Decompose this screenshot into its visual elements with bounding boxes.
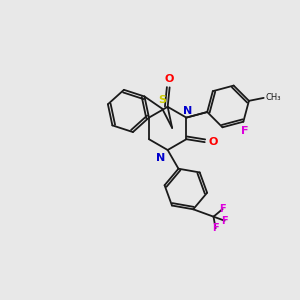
Text: S: S (158, 95, 166, 105)
Text: N: N (157, 153, 166, 163)
Text: N: N (183, 106, 192, 116)
Text: F: F (212, 223, 219, 233)
Text: O: O (165, 74, 174, 84)
Text: F: F (219, 204, 226, 214)
Text: CH₃: CH₃ (266, 93, 281, 102)
Text: F: F (241, 126, 248, 136)
Text: O: O (208, 137, 218, 147)
Text: F: F (221, 216, 228, 226)
